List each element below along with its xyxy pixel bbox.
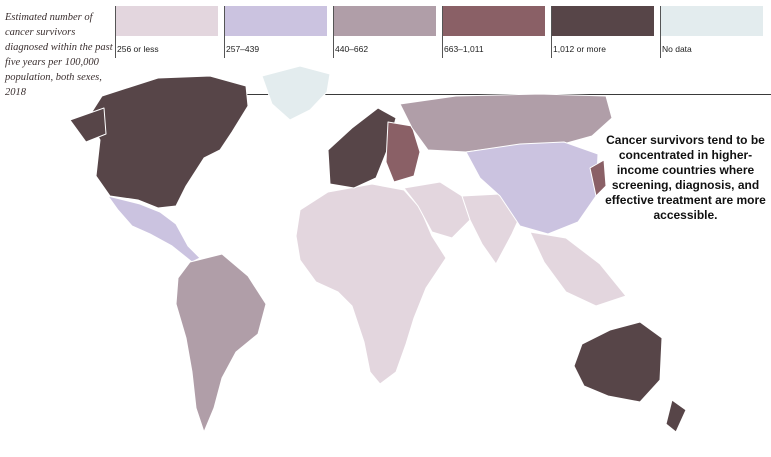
region-new-zealand: [665, 399, 687, 433]
legend-label: 663–1,011: [444, 44, 484, 54]
legend-label: No data: [662, 44, 692, 54]
region-north-america: [87, 75, 249, 209]
region-china: [465, 141, 599, 235]
legend-swatch: [333, 6, 436, 36]
legend-tick: [224, 6, 225, 58]
legend-swatch: [551, 6, 654, 36]
legend-rule: [115, 94, 771, 95]
callout-text: Cancer survivors tend to be concentrated…: [605, 133, 766, 222]
legend-tick: [333, 6, 334, 58]
region-japan-korea: [589, 159, 607, 197]
region-alaska: [69, 107, 107, 143]
region-greenland: [261, 65, 331, 121]
region-middle-east: [403, 181, 471, 239]
region-south-america: [175, 253, 267, 433]
map-title: Estimated number of cancer survivors dia…: [5, 12, 113, 98]
legend-label: 256 or less: [117, 44, 159, 54]
legend-swatch: [442, 6, 545, 36]
legend-label: 257–439: [226, 44, 260, 54]
legend-tick: [442, 6, 443, 58]
legend-swatch: [660, 6, 763, 36]
legend-label: 440–662: [335, 44, 369, 54]
region-africa: [295, 183, 447, 385]
legend-tick: [660, 6, 661, 58]
legend-tick: [115, 6, 116, 58]
region-western-europe: [327, 107, 397, 189]
region-australia: [573, 321, 663, 403]
legend-tick: [551, 6, 552, 58]
legend-swatch: [115, 6, 218, 36]
legend-swatch: [224, 6, 327, 36]
legend-label: 1,012 or more: [553, 44, 606, 54]
region-russia: [399, 93, 613, 153]
region-southeast-asia: [529, 231, 627, 307]
